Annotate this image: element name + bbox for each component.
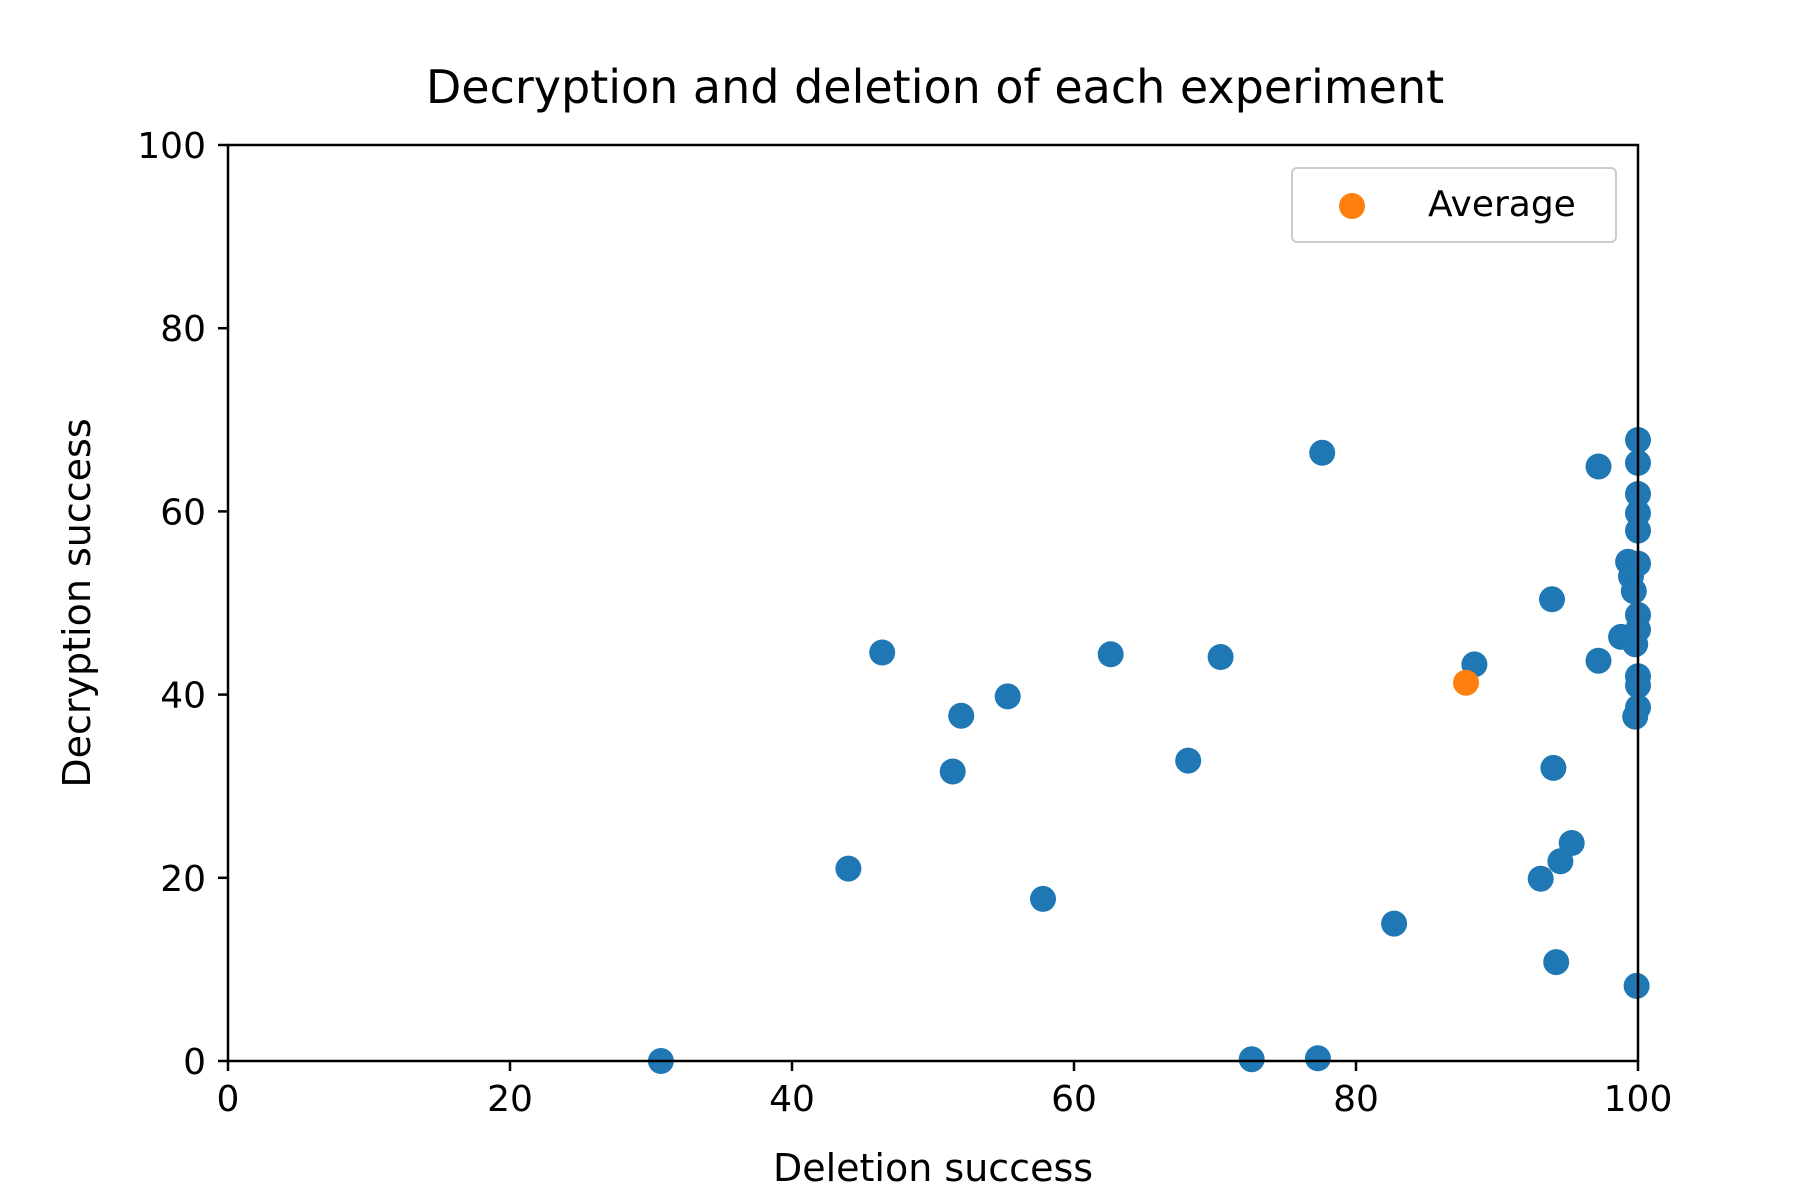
experiment-point-29 [1623, 972, 1650, 999]
legend: Average [1291, 167, 1617, 243]
y-tick-label-2: 40 [160, 676, 206, 717]
average-point-0 [1453, 669, 1479, 696]
experiment-point-13 [1381, 910, 1408, 937]
experiment-point-10 [1238, 1046, 1265, 1073]
experiment-point-7 [1097, 641, 1124, 668]
x-tick-label-3: 60 [1051, 1079, 1097, 1120]
x-tick-label-4: 80 [1333, 1079, 1379, 1120]
experiment-point-11 [1304, 1045, 1331, 1072]
plot-area-frame [226, 143, 1640, 1063]
y-axis-label: Decryption success [55, 418, 99, 787]
experiment-point-3 [939, 758, 966, 785]
x-tick-label-5: 100 [1604, 1079, 1673, 1120]
y-tick-label-4: 80 [160, 309, 206, 350]
chart-title: Decryption and deletion of each experime… [426, 60, 1444, 114]
x-tick-label-2: 40 [769, 1079, 815, 1120]
experiment-point-21 [1585, 647, 1612, 674]
experiment-point-5 [994, 683, 1021, 710]
legend-marker-average [1339, 193, 1365, 219]
legend-box [1291, 167, 1617, 243]
x-axis-label: Deletion success [773, 1146, 1093, 1190]
experiment-point-2 [869, 639, 896, 666]
experiment-point-22 [1585, 453, 1612, 480]
experiment-point-26 [1620, 578, 1647, 605]
experiment-point-17 [1540, 754, 1567, 781]
y-tick-label-3: 60 [160, 492, 206, 533]
experiment-point-1 [835, 855, 862, 882]
x-tick-label-0: 0 [217, 1079, 240, 1120]
points-layer [647, 427, 1651, 1074]
experiment-point-20 [1558, 830, 1585, 856]
experiment-point-9 [1207, 644, 1234, 670]
ticks-layer: 0 20 40 60 80 100 0 20 40 60 80 100 [137, 126, 1672, 1120]
experiment-point-12 [1309, 439, 1336, 466]
y-tick-label-5: 100 [137, 126, 206, 167]
y-tick-label-0: 0 [183, 1042, 206, 1083]
experiment-point-18 [1543, 949, 1570, 976]
legend-label-average: Average [1428, 184, 1576, 225]
experiment-point-6 [1030, 885, 1056, 912]
experiment-point-4 [948, 702, 975, 729]
experiment-point-15 [1527, 865, 1554, 892]
experiment-point-8 [1175, 747, 1202, 774]
experiment-point-16 [1539, 586, 1565, 613]
y-tick-label-1: 20 [160, 859, 206, 900]
x-tick-label-1: 20 [487, 1079, 533, 1120]
